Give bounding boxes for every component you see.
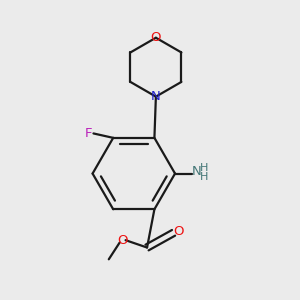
Text: O: O	[151, 31, 161, 44]
Text: F: F	[84, 127, 92, 140]
Text: H: H	[200, 172, 209, 182]
Text: O: O	[117, 234, 127, 247]
Text: O: O	[174, 225, 184, 238]
Text: N: N	[192, 165, 202, 178]
Text: N: N	[151, 90, 161, 103]
Text: H: H	[200, 163, 209, 173]
